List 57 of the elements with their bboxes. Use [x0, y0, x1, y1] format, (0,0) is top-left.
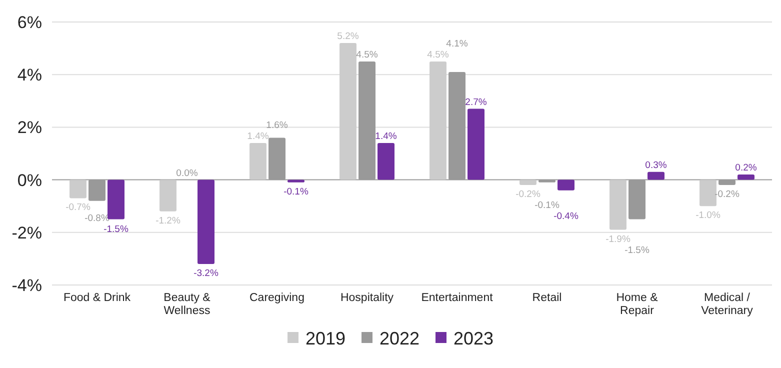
x-tick-label: Beauty & Wellness [164, 292, 211, 317]
data-label: 0.3% [645, 160, 668, 171]
y-tick-label: -4% [12, 276, 42, 295]
data-label: -3.2% [194, 268, 219, 279]
bar [340, 43, 356, 180]
data-label: -0.2% [714, 189, 740, 200]
bar [610, 180, 626, 230]
bar [378, 142, 394, 180]
x-tick-label: Entertainment [421, 292, 494, 304]
y-tick-label: -2% [12, 223, 42, 242]
data-label: 0.2% [735, 162, 758, 174]
data-label: 1.4% [247, 130, 270, 142]
y-tick-label: 2% [17, 118, 42, 138]
bar [250, 142, 266, 180]
bar [520, 180, 536, 186]
bar [198, 180, 214, 264]
data-label: -1.5% [104, 224, 129, 236]
data-label: 1.6% [266, 120, 288, 131]
bar [738, 174, 754, 180]
data-label: -0.1% [284, 186, 309, 198]
y-tick-label: 6% [17, 12, 42, 32]
data-label: 4.5% [427, 49, 450, 60]
x-tick-label: Home & Repair [616, 292, 658, 317]
bar [430, 61, 446, 180]
bar [648, 172, 664, 180]
x-tick-label: Medical / Veterinary [701, 292, 754, 317]
data-label: 4.5% [356, 49, 378, 60]
legend-label: 2019 [306, 328, 346, 348]
data-label: 2.7% [465, 96, 488, 108]
bar [558, 180, 574, 190]
data-label: 4.1% [446, 38, 468, 50]
data-label: 1.4% [375, 130, 398, 142]
data-label: -0.4% [554, 211, 579, 222]
x-tick-label: Retail [532, 292, 562, 304]
bar [108, 180, 124, 220]
data-label: -0.8% [84, 213, 110, 224]
legend-label: 2023 [454, 328, 494, 348]
data-label: -0.1% [534, 200, 560, 212]
x-tick-label: Caregiving [250, 292, 304, 304]
bar [288, 180, 304, 182]
bar [468, 108, 484, 180]
bar [160, 180, 176, 212]
data-label: -1.9% [606, 234, 631, 245]
data-label: 0.0% [176, 168, 198, 179]
y-tick-label: 0% [17, 170, 42, 190]
bar [70, 180, 86, 198]
data-label: -0.2% [516, 189, 541, 200]
y-tick-label: 4% [17, 66, 42, 85]
legend-label: 2022 [380, 328, 420, 348]
data-label: 5.2% [337, 31, 360, 42]
bar [700, 180, 716, 206]
data-label: -0.7% [66, 202, 91, 214]
x-tick-label: Food & Drink [63, 292, 131, 304]
data-label: -1.5% [624, 244, 650, 256]
data-label: -1.2% [156, 215, 181, 226]
x-tick-label: Hospitality [340, 292, 394, 304]
data-label: -1.0% [696, 210, 721, 222]
